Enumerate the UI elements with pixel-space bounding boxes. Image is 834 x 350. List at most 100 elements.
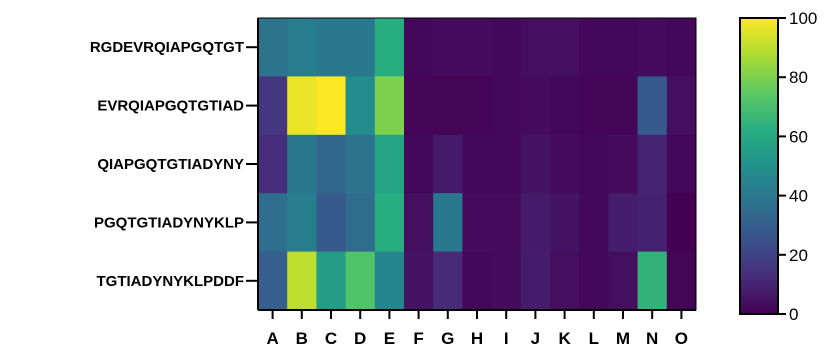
heatmap-cell <box>608 134 639 194</box>
heatmap-cell <box>462 18 493 77</box>
heatmap-cell <box>637 134 668 194</box>
heatmap-cell <box>550 18 580 77</box>
heatmap-cell <box>491 76 522 136</box>
heatmap-cell <box>520 76 551 136</box>
heatmap-cell <box>258 134 288 194</box>
heatmap-cell <box>579 76 609 136</box>
heatmap-cell <box>316 193 347 253</box>
heatmap-cell <box>287 251 317 311</box>
colorbar-ticks: 0 20 40 60 80 100 <box>778 9 817 324</box>
colorbar-tick-label: 20 <box>789 246 808 265</box>
heatmap-cell <box>433 18 463 77</box>
heatmap-cell <box>287 134 317 194</box>
column-label: J <box>531 329 540 348</box>
heatmap-cell <box>579 251 609 311</box>
heatmap-cell <box>579 134 609 194</box>
column-label: G <box>441 329 454 348</box>
heatmap-cell <box>345 76 376 136</box>
column-label: F <box>413 329 423 348</box>
heatmap-cell <box>550 134 580 194</box>
colorbar-tick-label: 60 <box>789 127 808 146</box>
heatmap-cell <box>404 76 434 136</box>
column-label: M <box>616 329 630 348</box>
row-label: TGTIADYNYKLPDDF <box>97 273 245 290</box>
row-label: EVRQIAPGQTGTIAD <box>97 98 244 115</box>
heatmap-cell <box>637 193 668 253</box>
heatmap-cell <box>345 251 376 311</box>
heatmap-cell <box>404 193 434 253</box>
heatmap-cell <box>404 251 434 311</box>
heatmap-cell <box>550 251 580 311</box>
colorbar-tick-label: 80 <box>789 68 808 87</box>
heatmap-cell <box>608 18 639 77</box>
heatmap-cell <box>491 251 522 311</box>
column-label: I <box>504 329 509 348</box>
column-label: A <box>266 329 278 348</box>
heatmap-cell <box>608 76 639 136</box>
heatmap-cell <box>404 134 434 194</box>
heatmap-cell <box>462 251 493 311</box>
heatmap-cell <box>287 193 317 253</box>
heatmap-cell <box>462 193 493 253</box>
heatmap-cell <box>287 76 317 136</box>
heatmap-cell <box>550 76 580 136</box>
heatmap-cell <box>666 76 697 136</box>
row-label: PGQTGTIADYNYKLP <box>94 214 244 231</box>
heatmap-cell <box>520 18 551 77</box>
heatmap-cell <box>316 134 347 194</box>
heatmap-cell <box>491 134 522 194</box>
row-label: RGDEVRQIAPGQTGT <box>90 39 244 56</box>
heatmap-cell <box>637 18 668 77</box>
heatmap-cell <box>666 18 697 77</box>
column-label: D <box>354 329 366 348</box>
column-label: H <box>471 329 483 348</box>
heatmap-cell <box>462 76 493 136</box>
heatmap-cell <box>258 251 288 311</box>
column-label: E <box>384 329 395 348</box>
row-label: QIAPGQTGTIADYNY <box>97 156 244 173</box>
column-label: O <box>675 329 688 348</box>
heatmap-cell <box>433 134 463 194</box>
heatmap-cell <box>258 193 288 253</box>
heatmap-cell <box>316 251 347 311</box>
heatmap-cell <box>433 193 463 253</box>
heatmap-cell <box>550 193 580 253</box>
heatmap-cell <box>374 18 405 77</box>
heatmap-cell <box>579 18 609 77</box>
colorbar-tick-label: 40 <box>789 187 808 206</box>
heatmap-cell <box>258 76 288 136</box>
heatmap-cell <box>374 76 405 136</box>
heatmap-cell <box>374 134 405 194</box>
heatmap-cell <box>316 18 347 77</box>
colorbar-tick-label: 0 <box>789 305 798 324</box>
heatmap-cell <box>579 193 609 253</box>
heatmap-cell <box>608 251 639 311</box>
heatmap-cell <box>666 193 697 253</box>
heatmap-cell <box>258 18 288 77</box>
column-label: N <box>646 329 658 348</box>
heatmap-cell <box>374 251 405 311</box>
heatmap-cell <box>666 251 697 311</box>
heatmap-cell <box>404 18 434 77</box>
heatmap-cell <box>374 193 405 253</box>
heatmap-cells <box>257 17 697 311</box>
heatmap-cell <box>520 251 551 311</box>
column-label: K <box>558 329 571 348</box>
heatmap-cell <box>666 134 697 194</box>
heatmap-cell <box>287 18 317 77</box>
heatmap-cell <box>345 18 376 77</box>
heatmap-cell <box>433 251 463 311</box>
column-label: B <box>296 329 308 348</box>
column-label: C <box>325 329 337 348</box>
heatmap-cell <box>608 193 639 253</box>
colorbar-tick-label: 100 <box>789 9 817 28</box>
heatmap-cell <box>345 193 376 253</box>
heatmap-cell <box>637 76 668 136</box>
column-label: L <box>589 329 599 348</box>
heatmap-cell <box>520 193 551 253</box>
heatmap-cell <box>345 134 376 194</box>
colorbar <box>739 17 779 315</box>
row-labels: RGDEVRQIAPGQTGT EVRQIAPGQTGTIAD QIAPGQTGTI… <box>90 18 259 310</box>
